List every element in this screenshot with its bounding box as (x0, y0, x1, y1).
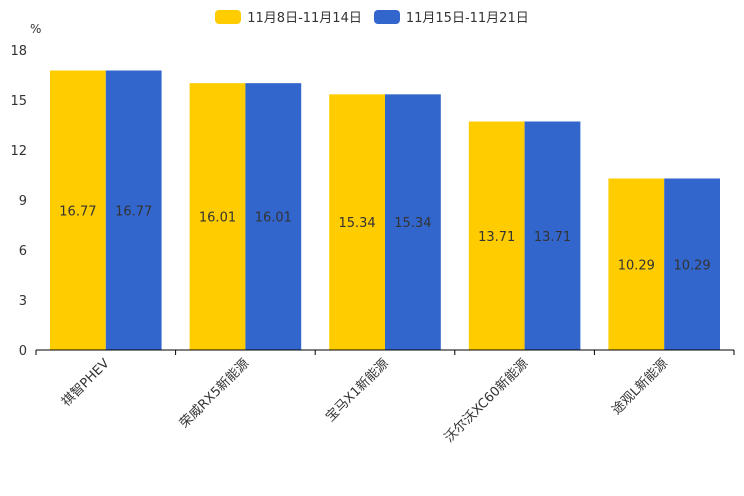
y-tick-label: 6 (19, 244, 27, 259)
legend-swatch (215, 9, 242, 24)
x-tick-label: 祺智PHEV (59, 356, 113, 410)
data-label: 16.01 (255, 211, 292, 226)
legend-item-series-2[interactable]: 11月15日-11月21日 (373, 7, 529, 26)
bar (385, 94, 441, 350)
bar (329, 94, 385, 350)
y-tick-label: 15 (10, 94, 27, 109)
legend-label: 11月15日-11月21日 (405, 11, 529, 26)
bar (608, 178, 665, 350)
x-tick-label: 沃尔沃XC60新能源 (441, 356, 531, 446)
data-label: 15.34 (338, 216, 375, 231)
x-tick-label: 途观L新能源 (609, 356, 671, 418)
legend-label: 11月8日-11月14日 (247, 11, 362, 26)
legend-item-series-1[interactable]: 11月8日-11月14日 (215, 7, 362, 26)
x-tick-label: 荣威RX5新能源 (176, 356, 252, 432)
bar (468, 121, 525, 350)
bar (50, 70, 106, 350)
bar (524, 121, 581, 350)
legend-swatch (373, 9, 400, 24)
data-label: 10.29 (673, 258, 710, 273)
bar (245, 83, 302, 351)
bar (189, 83, 246, 351)
y-axis-label: % (30, 22, 41, 36)
data-label: 10.29 (618, 258, 655, 273)
y-tick-label: 9 (19, 194, 27, 209)
y-tick-label: 18 (10, 44, 27, 59)
bar (105, 70, 162, 350)
data-label: 16.77 (115, 204, 152, 219)
y-tick-label: 3 (19, 294, 27, 309)
data-label: 16.01 (199, 211, 236, 226)
data-label: 13.71 (478, 230, 515, 245)
data-label: 13.71 (534, 230, 571, 245)
data-label: 16.77 (59, 204, 96, 219)
legend: 11月8日-11月14日 11月15日-11月21日 (0, 7, 744, 26)
y-tick-label: 0 (19, 344, 27, 359)
x-tick-label: 宝马X1新能源 (322, 356, 391, 425)
bar (664, 178, 720, 350)
y-tick-label: 12 (10, 144, 27, 159)
data-label: 15.34 (394, 216, 431, 231)
